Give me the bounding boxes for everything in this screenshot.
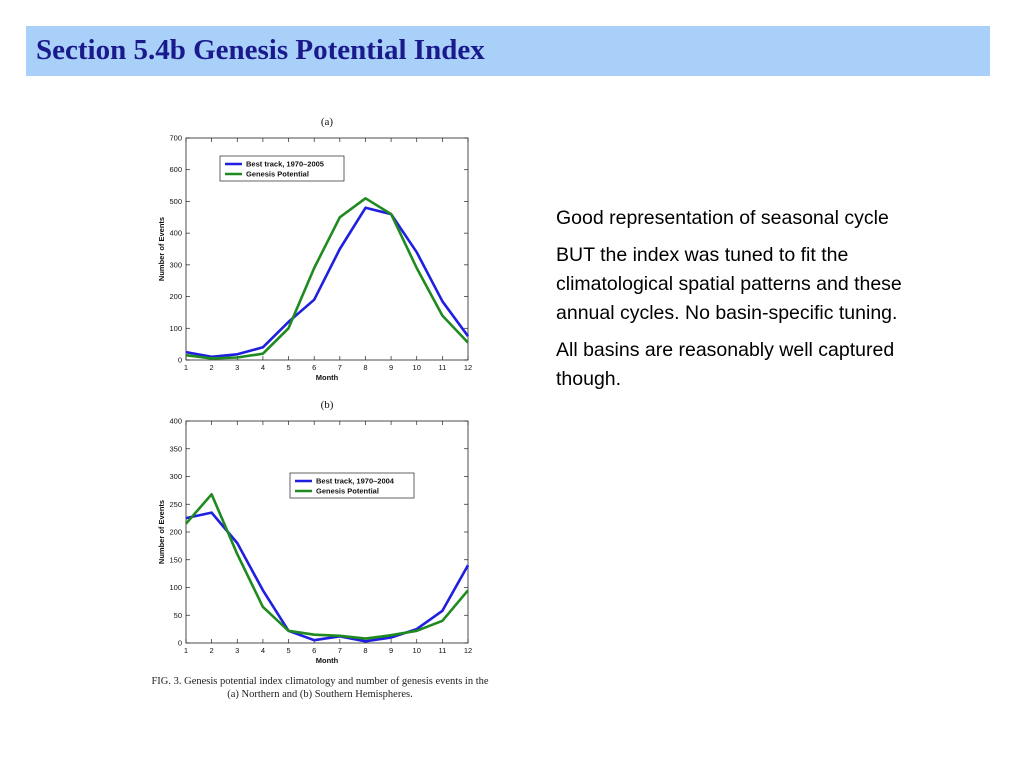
panel-label: (a) (321, 116, 334, 128)
y-tick-label: 200 (169, 528, 182, 537)
y-tick-label: 400 (169, 229, 182, 238)
x-tick-label: 3 (235, 646, 239, 655)
x-tick-label: 7 (338, 646, 342, 655)
legend-label: Genesis Potential (316, 487, 379, 496)
legend-label: Best track, 1970–2004 (316, 477, 395, 486)
x-tick-label: 4 (261, 363, 265, 372)
y-tick-label: 150 (169, 555, 182, 564)
x-tick-label: 8 (363, 363, 367, 372)
x-tick-label: 11 (438, 646, 446, 655)
x-tick-label: 2 (210, 646, 214, 655)
y-tick-label: 200 (169, 292, 182, 301)
y-tick-label: 350 (169, 444, 182, 453)
y-tick-label: 250 (169, 500, 182, 509)
x-tick-label: 5 (286, 363, 290, 372)
x-tick-label: 12 (464, 363, 472, 372)
x-tick-label: 2 (210, 363, 214, 372)
x-tick-label: 11 (438, 363, 446, 372)
x-tick-label: 3 (235, 363, 239, 372)
figure-caption: FIG. 3. Genesis potential index climatol… (151, 676, 489, 700)
x-tick-label: 1 (184, 646, 188, 655)
y-axis-title: Number of Events (157, 500, 166, 564)
series-line-genesis-potential (185, 197, 469, 360)
series-line-best-track (185, 511, 470, 643)
x-tick-label: 4 (261, 646, 265, 655)
legend-label: Best track, 1970–2005 (246, 160, 324, 169)
series-line-best-track (185, 206, 470, 359)
y-tick-label: 50 (174, 611, 182, 620)
bullet-2: BUT the index was tuned to fit the clima… (556, 244, 902, 324)
y-tick-label: 100 (169, 583, 182, 592)
slide-title: Section 5.4b Genesis Potential Index (36, 34, 485, 66)
y-axis-title: Number of Events (157, 217, 166, 281)
plot-frame (185, 420, 469, 644)
x-tick-label: 12 (464, 646, 472, 655)
x-tick-label: 9 (389, 363, 393, 372)
panel-label: (b) (321, 399, 334, 411)
y-tick-label: 300 (169, 260, 182, 269)
y-tick-label: 100 (169, 324, 182, 333)
x-tick-label: 10 (413, 646, 421, 655)
y-tick-label: 700 (169, 134, 182, 143)
y-tick-label: 400 (169, 417, 182, 426)
x-axis-title: Month (316, 656, 339, 665)
bullet-1: Good representation of seasonal cycle (556, 207, 889, 229)
y-tick-label: 0 (178, 356, 182, 365)
legend-label: Genesis Potential (246, 170, 309, 179)
legend-box (289, 472, 415, 499)
x-tick-label: 10 (413, 363, 421, 372)
bullet-3: All basins are reasonably well captured … (556, 339, 895, 390)
x-tick-label: 5 (286, 646, 290, 655)
x-tick-label: 1 (184, 363, 188, 372)
series-line-genesis-potential (185, 492, 469, 640)
y-tick-label: 300 (169, 472, 182, 481)
x-tick-label: 8 (363, 646, 367, 655)
y-tick-label: 500 (169, 197, 182, 206)
legend-box (219, 155, 345, 182)
figure: (a) 0 100 200 300 400 500 600 700 1 2 3 4 5 6 7 8 9 10 11 12… (150, 105, 490, 705)
x-tick-label: 7 (338, 363, 342, 372)
notes-text: Good representation of seasonal cycle BU… (556, 204, 956, 402)
x-axis-title: Month (316, 373, 339, 382)
y-tick-label: 0 (178, 639, 182, 648)
y-tick-label: 600 (169, 165, 182, 174)
x-tick-label: 6 (312, 363, 316, 372)
title-bar: Section 5.4b Genesis Potential Index (26, 26, 990, 76)
x-tick-label: 6 (312, 646, 316, 655)
x-tick-label: 9 (389, 646, 393, 655)
